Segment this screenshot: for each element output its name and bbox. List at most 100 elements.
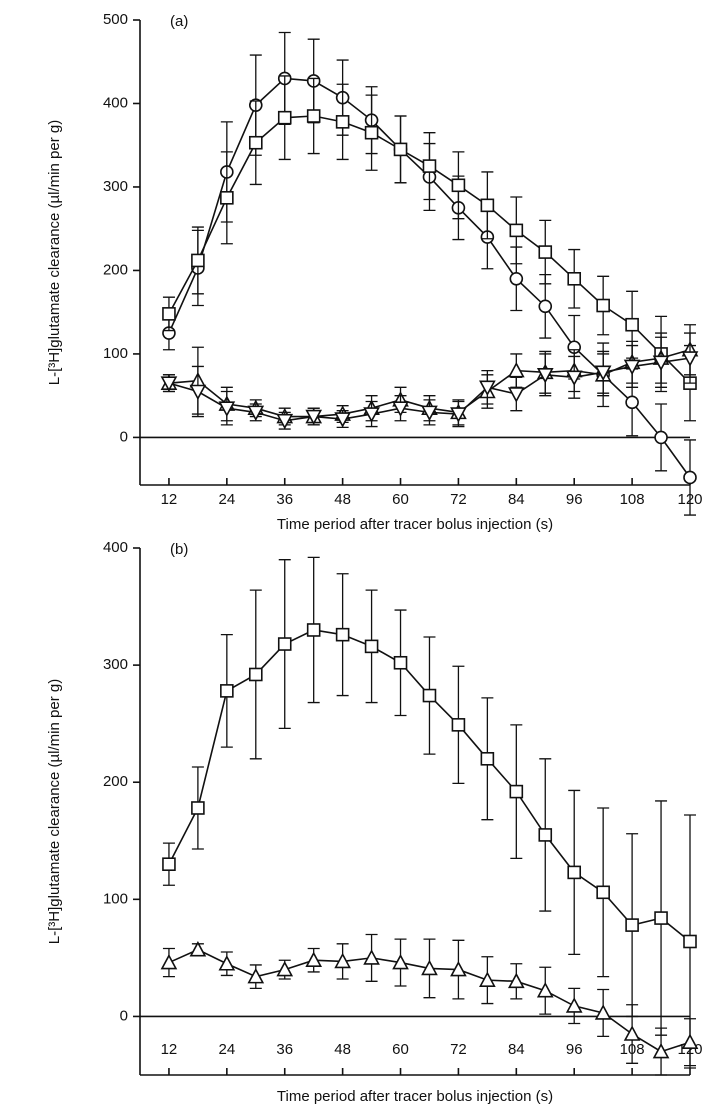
marker <box>538 245 553 259</box>
y-tick-label: 0 <box>120 1007 128 1024</box>
panel-title: (a) <box>170 13 188 30</box>
marker <box>392 953 409 970</box>
marker <box>393 655 408 670</box>
x-tick-label: 12 <box>161 1041 178 1058</box>
y-tick-label: 300 <box>103 178 128 195</box>
y-tick-label: 400 <box>103 539 128 556</box>
marker <box>248 667 263 682</box>
marker <box>160 376 178 392</box>
marker <box>450 407 467 423</box>
marker <box>681 1033 699 1050</box>
x-axis-label: Time period after tracer bolus injection… <box>277 1088 553 1105</box>
marker <box>536 981 554 998</box>
marker <box>625 317 639 332</box>
marker <box>567 271 582 286</box>
marker <box>451 718 466 732</box>
marker <box>623 1025 641 1041</box>
marker <box>363 949 380 965</box>
x-tick-label: 24 <box>218 1041 235 1058</box>
marker <box>218 955 236 971</box>
x-tick-label: 84 <box>508 1041 525 1058</box>
marker <box>681 351 699 367</box>
y-tick-label: 100 <box>103 890 128 907</box>
marker <box>220 684 234 698</box>
marker <box>421 959 438 976</box>
marker <box>652 1042 670 1059</box>
marker <box>162 857 176 872</box>
marker <box>189 384 207 401</box>
marker <box>480 198 495 213</box>
marker <box>625 395 639 410</box>
marker <box>306 623 321 637</box>
marker <box>277 110 292 125</box>
marker <box>422 688 437 703</box>
marker <box>654 911 668 925</box>
marker <box>451 178 466 193</box>
x-tick-label: 60 <box>392 1041 409 1058</box>
x-tick-label: 36 <box>276 1041 293 1058</box>
marker <box>507 972 525 989</box>
marker <box>276 413 294 430</box>
marker <box>364 125 379 140</box>
marker <box>334 412 351 428</box>
y-tick-label: 200 <box>103 773 128 790</box>
y-axis-label: L-[³H]glutamate clearance (µl/min per g) <box>46 679 63 944</box>
marker <box>364 639 379 654</box>
marker <box>594 365 612 381</box>
x-tick-label: 48 <box>334 491 351 508</box>
marker <box>509 223 524 238</box>
marker <box>594 1004 612 1020</box>
x-tick-label: 48 <box>334 1041 351 1058</box>
marker <box>305 951 323 968</box>
marker <box>247 405 265 422</box>
marker <box>392 401 409 417</box>
marker <box>191 801 205 815</box>
marker <box>480 751 495 766</box>
marker <box>683 934 697 949</box>
panel-title: (b) <box>170 541 188 558</box>
marker <box>536 368 554 384</box>
y-tick-label: 500 <box>103 11 128 28</box>
x-tick-label: 24 <box>218 491 235 508</box>
marker <box>509 784 524 799</box>
marker <box>683 470 697 485</box>
marker <box>479 971 496 987</box>
marker <box>189 941 207 957</box>
y-axis-label: L-[³H]glutamate clearance (µl/min per g) <box>46 120 63 385</box>
marker <box>277 637 292 651</box>
marker <box>507 387 525 403</box>
marker <box>538 828 553 842</box>
marker <box>220 191 234 205</box>
marker <box>654 430 668 445</box>
x-tick-label: 96 <box>566 1041 583 1058</box>
marker <box>191 253 205 268</box>
x-tick-label: 96 <box>566 491 583 508</box>
y-tick-label: 400 <box>103 94 128 111</box>
marker <box>162 307 176 321</box>
x-axis-label: Time period after tracer bolus injection… <box>277 516 553 533</box>
marker <box>565 997 583 1013</box>
marker <box>596 885 610 900</box>
marker <box>218 401 236 417</box>
marker <box>421 405 438 422</box>
marker <box>596 298 610 313</box>
y-tick-label: 100 <box>103 345 128 362</box>
x-tick-label: 36 <box>276 491 293 508</box>
marker <box>625 918 639 932</box>
marker <box>335 627 350 642</box>
marker <box>335 115 350 129</box>
x-tick-label: 72 <box>450 491 467 508</box>
marker <box>450 960 467 977</box>
x-tick-label: 108 <box>620 491 645 508</box>
marker <box>507 361 525 378</box>
marker <box>565 370 583 386</box>
marker <box>306 109 321 123</box>
marker <box>509 271 524 286</box>
marker <box>305 409 323 426</box>
marker <box>248 135 263 150</box>
marker <box>567 865 582 880</box>
marker <box>479 380 496 397</box>
